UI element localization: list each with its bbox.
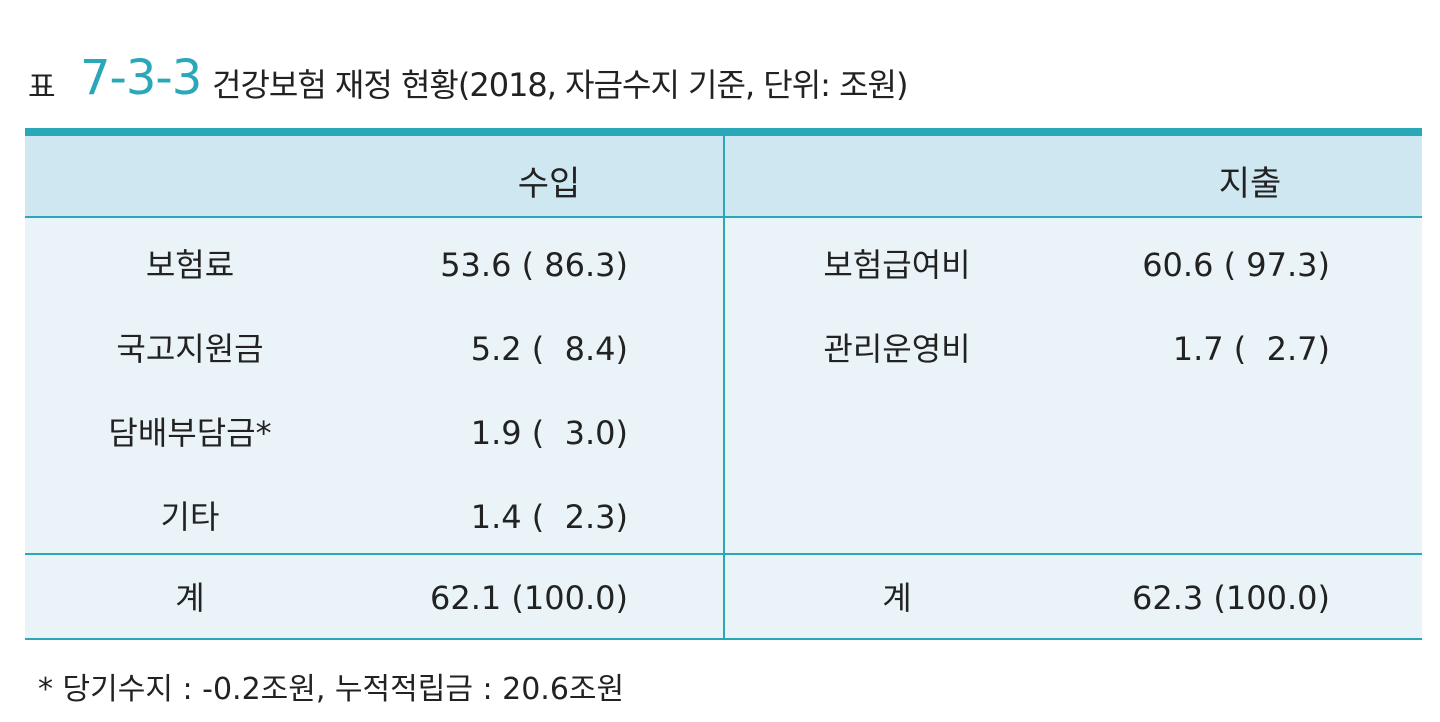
item-amount: 1.7 ( 2.7) (1172, 330, 1330, 368)
top-rule (25, 128, 1422, 136)
item-name: 담배부담금* (108, 414, 272, 452)
item-amount: 5.2 ( 8.4) (470, 330, 628, 368)
item-amount: 1.4 ( 2.3) (470, 498, 628, 536)
total-label: 계 (175, 579, 205, 617)
table-label: 표 (28, 70, 56, 105)
item-name: 관리운영비 (823, 330, 971, 368)
item-amount: 53.6 ( 86.3) (440, 246, 628, 284)
total-amount: 62.1 (100.0) (430, 579, 628, 617)
item-amount: 1.9 ( 3.0) (470, 414, 628, 452)
column-divider (723, 136, 725, 640)
column-header: 지출 (1218, 164, 1282, 204)
column-header: 수입 (517, 164, 581, 204)
table: 수입 지출 보험료 53.6 ( 86.3) 국고지원금 5.2 ( 8.4) 담배부담… (25, 128, 1422, 640)
item-name: 보험급여비 (823, 246, 971, 284)
total-amount: 62.3 (100.0) (1132, 579, 1330, 617)
total-rule (25, 553, 1422, 555)
item-name: 보험료 (145, 246, 235, 284)
total-label: 계 (882, 579, 912, 617)
bottom-rule (25, 638, 1422, 640)
item-amount: 60.6 ( 97.3) (1142, 246, 1330, 284)
table-title: 건강보험 재정 현황(2018, 자금수지 기준, 단위: 조원) (212, 66, 908, 104)
table-number: 7-3-3 (80, 50, 202, 106)
footnote: * 당기수지 : -0.2조원, 누적적립금 : 20.6조원 (38, 672, 625, 707)
item-name: 기타 (160, 498, 220, 536)
item-name: 국고지원금 (116, 330, 264, 368)
